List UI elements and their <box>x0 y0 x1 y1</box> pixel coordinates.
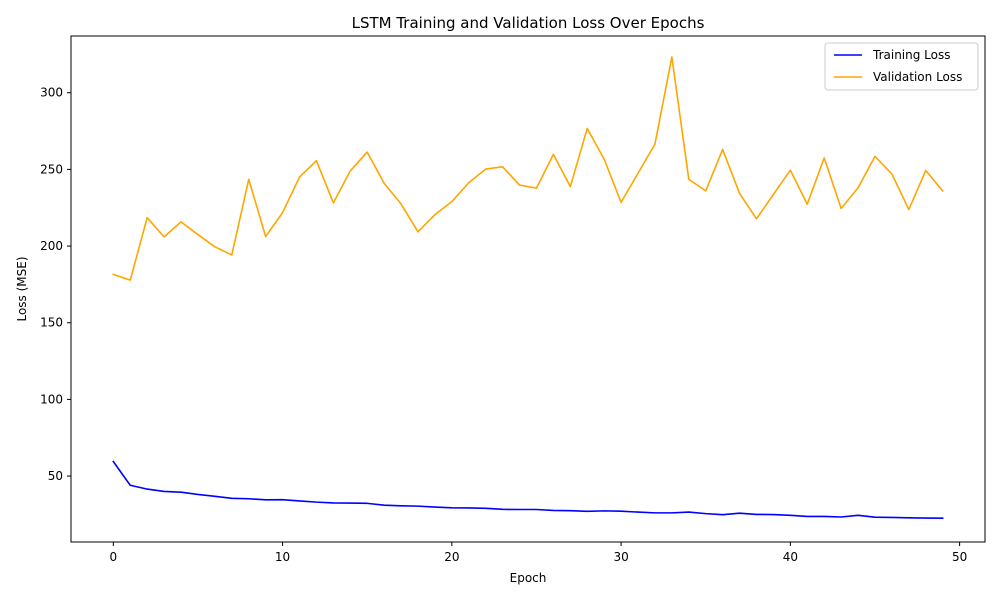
y-tick-label: 200 <box>40 239 63 253</box>
x-tick-label: 30 <box>613 550 628 564</box>
chart-title: LSTM Training and Validation Loss Over E… <box>352 14 705 32</box>
x-tick-label: 50 <box>952 550 967 564</box>
y-axis-label: Loss (MSE) <box>15 256 29 321</box>
x-tick-label: 20 <box>444 550 459 564</box>
y-tick-label: 300 <box>40 86 63 100</box>
y-tick-label: 100 <box>40 392 63 406</box>
x-axis-label: Epoch <box>510 571 547 585</box>
x-tick-label: 10 <box>275 550 290 564</box>
y-tick-label: 150 <box>40 316 63 330</box>
y-axis-ticks: 50 100 150 200 250 300 <box>40 86 71 483</box>
legend: Training Loss Validation Loss <box>824 42 979 91</box>
series-line-training-loss <box>112 460 944 520</box>
x-tick-label: 0 <box>109 550 117 564</box>
legend-label-validation-loss: Validation Loss <box>873 70 962 84</box>
plot-area <box>112 56 944 520</box>
x-axis-ticks: 0 10 20 30 40 50 <box>109 542 967 564</box>
x-tick-label: 40 <box>783 550 798 564</box>
plot-frame <box>70 35 986 543</box>
y-tick-label: 250 <box>40 162 63 176</box>
series-line-validation-loss <box>112 56 944 281</box>
legend-box <box>824 42 979 91</box>
y-tick-label: 50 <box>48 469 63 483</box>
legend-label-training-loss: Training Loss <box>872 48 950 62</box>
